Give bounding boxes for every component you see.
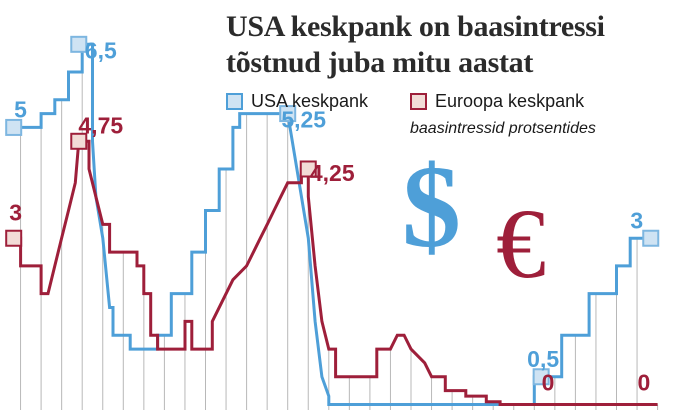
data-label: 5 <box>14 97 27 123</box>
data-label: 6,5 <box>85 37 117 63</box>
data-point-marker <box>5 118 23 136</box>
data-point-marker <box>642 229 660 247</box>
chart-subtitle: baasintressid protsentides <box>410 120 596 137</box>
chart-title-line-1: USA keskpank on baasintressi <box>226 10 605 43</box>
data-label: 3 <box>9 199 22 225</box>
data-point-marker <box>70 35 88 53</box>
data-point-marker <box>299 160 317 178</box>
dollar-icon: $ <box>402 141 461 272</box>
data-label: 0,5 <box>527 346 559 372</box>
euro-icon: € <box>496 188 546 299</box>
legend-item-usa: USA keskpank <box>226 90 368 112</box>
legend-label-ecb: Euroopa keskpank <box>435 90 585 111</box>
legend-label-usa: USA keskpank <box>251 90 369 111</box>
data-labels: 5 6,5 5,25 0,5 3 3 4,75 4,25 0 0 <box>9 37 650 395</box>
legend-item-ecb: Euroopa keskpank <box>410 90 584 112</box>
data-label: 4,25 <box>310 160 355 186</box>
data-label: 5,25 <box>281 107 326 133</box>
data-label: 0 <box>638 370 651 396</box>
legend-swatch-ecb <box>410 92 427 110</box>
data-point-marker <box>70 132 88 150</box>
data-label: 3 <box>630 207 643 233</box>
data-point-marker <box>532 368 550 386</box>
grid-lines <box>20 44 659 410</box>
chart-title-line-2: tõstnud juba mitu aastat <box>226 46 534 79</box>
data-label: 0 <box>542 370 555 396</box>
data-point-marker <box>279 105 297 123</box>
legend-swatch-usa <box>226 92 243 110</box>
point-markers <box>5 35 660 386</box>
data-label: 4,75 <box>78 112 123 138</box>
data-point-marker <box>5 229 23 247</box>
